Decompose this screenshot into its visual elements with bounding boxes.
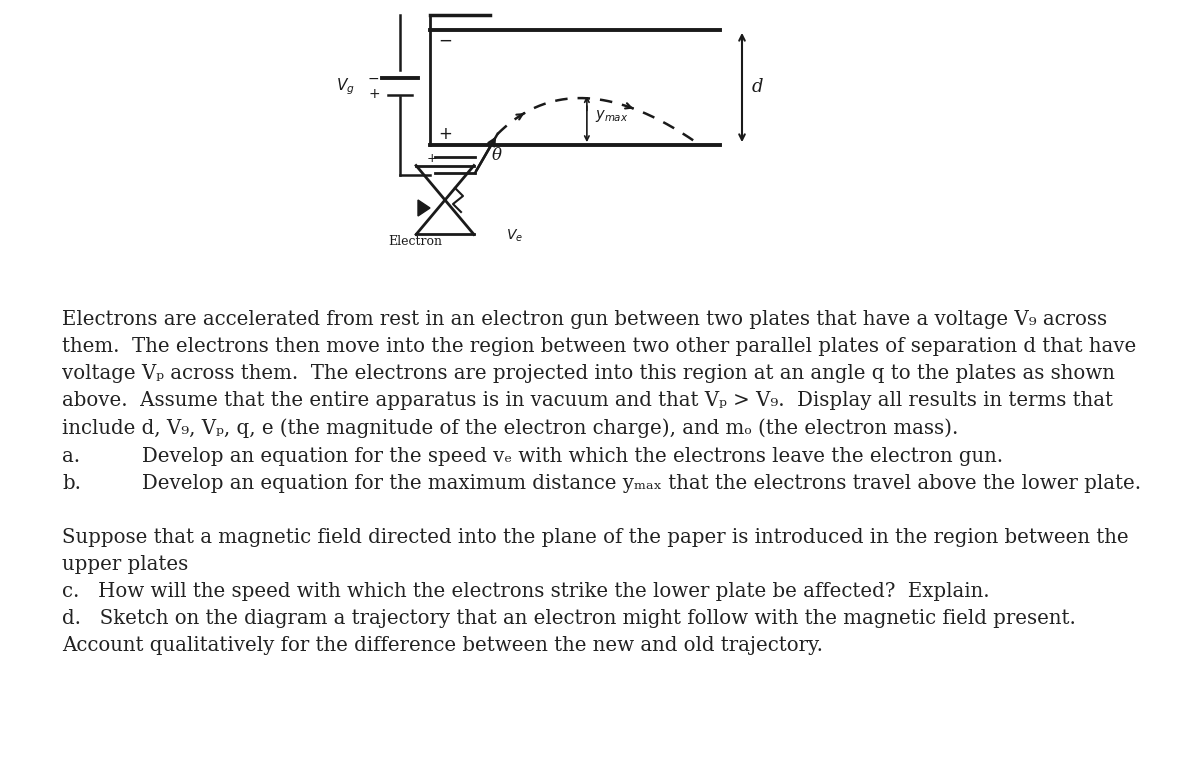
Text: d: d — [752, 78, 763, 97]
Text: Suppose that a magnetic field directed into the plane of the paper is introduced: Suppose that a magnetic field directed i… — [62, 528, 1129, 547]
Text: Electron: Electron — [388, 235, 442, 248]
Text: +: + — [427, 151, 438, 164]
Text: −: − — [438, 32, 452, 50]
Text: Account qualitatively for the difference between the new and old trajectory.: Account qualitatively for the difference… — [62, 636, 823, 655]
Text: Develop an equation for the maximum distance yₘₐₓ that the electrons travel abov: Develop an equation for the maximum dist… — [142, 474, 1141, 493]
Text: −: − — [368, 72, 379, 86]
Text: upper plates: upper plates — [62, 555, 188, 574]
Text: them.  The electrons then move into the region between two other parallel plates: them. The electrons then move into the r… — [62, 337, 1136, 356]
Text: c.   How will the speed with which the electrons strike the lower plate be affec: c. How will the speed with which the ele… — [62, 582, 990, 601]
Text: Develop an equation for the speed vₑ with which the electrons leave the electron: Develop an equation for the speed vₑ wit… — [142, 447, 1003, 466]
Text: voltage Vₚ across them.  The electrons are projected into this region at an angl: voltage Vₚ across them. The electrons ar… — [62, 364, 1115, 383]
Polygon shape — [418, 200, 430, 216]
Text: b.: b. — [62, 474, 82, 493]
Text: +: + — [438, 125, 452, 143]
Text: above.  Assume that the entire apparatus is in vacuum and that Vₚ > V₉.  Display: above. Assume that the entire apparatus … — [62, 391, 1114, 410]
Text: $V_e$: $V_e$ — [506, 228, 523, 244]
Text: include d, V₉, Vₚ, q, e (the magnitude of the electron charge), and mₒ (the elec: include d, V₉, Vₚ, q, e (the magnitude o… — [62, 418, 959, 438]
Text: Electrons are accelerated from rest in an electron gun between two plates that h: Electrons are accelerated from rest in a… — [62, 310, 1108, 329]
Text: d.   Sketch on the diagram a trajectory that an electron might follow with the m: d. Sketch on the diagram a trajectory th… — [62, 609, 1076, 628]
Text: $V_g$: $V_g$ — [336, 76, 354, 97]
Text: $y_{max}$: $y_{max}$ — [595, 109, 629, 124]
Text: θ: θ — [492, 146, 502, 164]
Text: a.: a. — [62, 447, 80, 466]
Text: +: + — [368, 87, 379, 101]
